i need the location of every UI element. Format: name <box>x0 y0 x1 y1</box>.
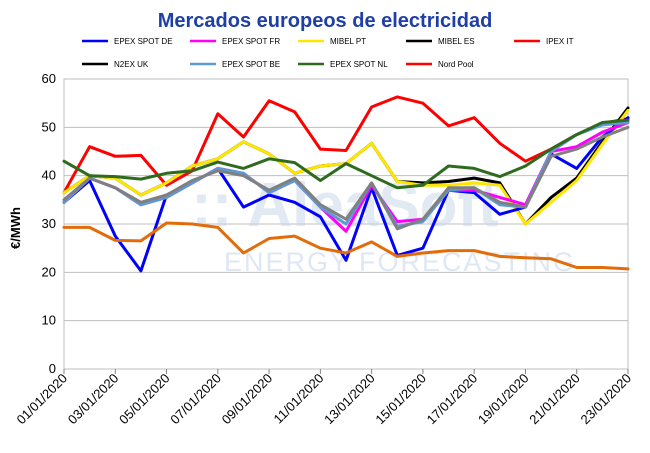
y-tick-label: 20 <box>42 264 56 279</box>
series-line <box>62 125 630 231</box>
y-axis-label: €/MWh <box>8 207 23 249</box>
x-tick-label: 19/01/2020 <box>475 371 532 428</box>
series-line <box>62 221 630 271</box>
legend-label: MIBEL ES <box>438 37 475 46</box>
y-tick-label: 40 <box>42 168 56 183</box>
y-tick-label: 60 <box>42 71 56 86</box>
y-tick-label: 30 <box>42 216 56 231</box>
series-line <box>62 118 630 190</box>
chart-title: Mercados europeos de electricidad <box>158 10 493 32</box>
x-tick-label: 03/01/2020 <box>65 371 122 428</box>
legend-label: EPEX SPOT NL <box>330 60 388 69</box>
x-tick-label: 11/01/2020 <box>271 371 327 427</box>
x-tick-label: 01/01/2020 <box>13 371 70 428</box>
x-tick-label: 07/01/2020 <box>167 371 224 428</box>
legend-label: Nord Pool <box>438 60 474 69</box>
legend-label: EPEX SPOT DE <box>114 37 173 46</box>
y-tick-label: 50 <box>42 119 56 134</box>
x-tick-label: 05/01/2020 <box>116 371 173 428</box>
x-tick-label: 23/01/2020 <box>577 371 634 428</box>
x-tick-label: 15/01/2020 <box>372 371 429 428</box>
watermark-tagline: ENERGY FORECASTING <box>224 247 576 277</box>
y-tick-label: 10 <box>42 313 56 328</box>
legend-label: N2EX UK <box>114 60 149 69</box>
x-tick-label: 13/01/2020 <box>321 371 378 428</box>
x-tick-label: 17/01/2020 <box>424 371 481 428</box>
x-tick-label: 09/01/2020 <box>219 371 276 428</box>
legend-label: EPEX SPOT FR <box>222 37 280 46</box>
legend: EPEX SPOT DE EPEX SPOT FR MIBEL PT MIBEL ES… <box>82 37 574 69</box>
x-tick-label: 21/01/2020 <box>526 371 583 428</box>
y-tick-label: 0 <box>49 361 56 376</box>
legend-label: IPEX IT <box>546 37 574 46</box>
legend-label: MIBEL PT <box>330 37 366 46</box>
legend-label: EPEX SPOT BE <box>222 60 280 69</box>
